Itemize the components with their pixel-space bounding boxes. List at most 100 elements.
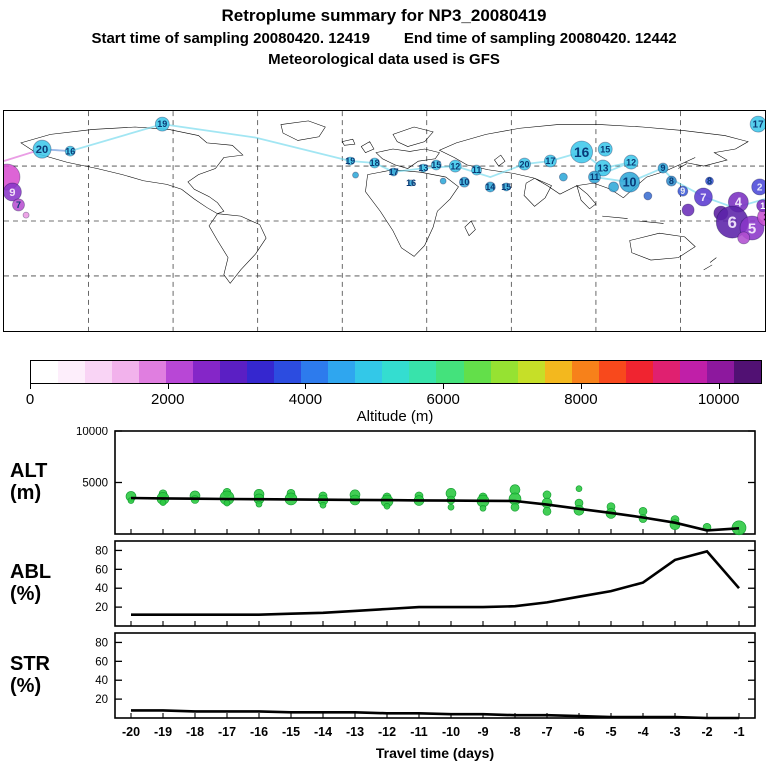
colorbar-segment [85,361,113,383]
map-bubble [439,177,447,185]
map-bubble [22,211,30,219]
altitude-colorbar: 0 2000 4000 6000 8000 10000 Altitude (m) [0,360,768,425]
map-bubble [389,167,398,177]
map-bubble [588,170,601,184]
y-tick-label: 40 [95,583,108,595]
alt-bubble [479,504,487,512]
map-bubble [369,157,381,169]
timeseries-panels: ALT (m) 5000 10000 ABL (%) 20 40 60 80 STR (… [0,427,768,761]
x-tick-label: -18 [186,725,204,739]
sampling-times: Start time of sampling 20080420. 12419 En… [0,30,768,47]
map-bubble-label: 9 [661,163,666,173]
map-bubble-label: 12 [626,157,636,167]
x-tick-label: -17 [218,725,236,739]
map-bubble [459,176,470,188]
map-bubble-label: 11 [472,165,481,175]
map-bubble [12,198,25,212]
colorbar-segment [139,361,167,383]
map-bubble [345,156,355,166]
map-bubble [643,191,653,201]
map-bubble [352,171,359,179]
colorbar-segment [652,361,680,383]
map-bubble-label: 1 [760,201,765,211]
x-tick-label: -9 [477,725,488,739]
map-bubble [608,181,619,193]
alt-panel: 5000 10000 [76,427,756,536]
map-bubble-label: 2 [757,182,763,193]
header: Retroplume summary for NP3_20080419 Star… [0,0,768,68]
colorbar-segment [193,361,221,383]
x-tick-label: -16 [250,725,268,739]
map-bubble-label: 8 [669,176,674,186]
colorbar-tick-label: 0 [25,391,35,408]
colorbar-segment [706,361,734,383]
map-bubble-label: 16 [574,145,590,160]
x-tick-label: -15 [282,725,300,739]
x-tick-label: -5 [605,725,616,739]
map-bubble-label: 3 [763,212,765,224]
abl-panel: 20 40 60 80 [95,540,756,627]
map-bubble-label: 10 [459,177,469,187]
map-bubble [471,164,482,176]
map-bubble-label: 19 [345,156,355,166]
colorbar-segment [463,361,491,383]
map-bubble [543,154,557,168]
map-bubble-label: 11 [590,172,599,182]
alt-bubble [638,507,648,516]
x-tick-label: -4 [637,725,648,739]
y-tick-label: 60 [95,564,108,576]
y-tick-label: 20 [95,602,108,614]
map-bubble [681,203,695,217]
x-tick-label: -19 [154,725,172,739]
map-bubble-label: 17 [753,120,765,131]
map-bubble [430,159,442,171]
colorbar-segment [220,361,248,383]
x-axis-ticks: -20 -19 -18 -17 -16 -15 -14 -13 -12 -11 -10 -9 -8 -7 -… [122,725,745,739]
x-tick-label: -1 [733,725,744,739]
y-tick-label: 40 [95,675,108,687]
map-bubble-label: 13 [597,164,609,175]
colorbar-segment [490,361,518,383]
map-bubble-label: 15 [431,160,441,170]
map-bubble [693,187,713,207]
met-source: Meteorological data used is GFS [268,51,500,68]
colorbar-segment [409,361,437,383]
map-bubble [677,185,689,197]
map-gridlines [4,111,765,331]
map-bubble-label: 6 [728,213,737,232]
map-bubble-label: 10 [623,175,637,189]
colorbar-segment [301,361,329,383]
colorbar-segment [436,361,464,383]
colorbar-segment [355,361,383,383]
alt-bubble [447,503,455,511]
coastlines-layer [21,121,748,283]
map-bubble [757,207,765,227]
alt-bubble [223,499,231,507]
panel-label-str: STR (%) [10,652,50,697]
x-tick-label: -13 [346,725,364,739]
map-bubble-label: 16 [65,146,75,156]
alt-bubble [159,499,167,506]
str-panel: 20 40 60 80 [95,632,756,720]
colorbar-segment [733,361,761,383]
x-tick-label: -2 [701,725,712,739]
map-bubble-label: 9 [9,187,15,199]
map-bubble [749,115,765,133]
map-bubble [756,199,765,213]
map-bubble [657,162,669,174]
map-bubble-label: 20 [36,144,48,156]
sampling-start: Start time of sampling 20080420. 12419 [91,30,370,47]
map-bubble-label: 5 [748,220,756,237]
x-tick-label: -20 [122,725,140,739]
map-bubble [751,178,765,196]
x-tick-label: -3 [669,725,680,739]
series-line [130,496,740,532]
map-bubble-label: 15 [501,182,511,192]
map-bubble [570,140,594,164]
colorbar-segment [517,361,545,383]
colorbar-tick-label: 8000 [564,391,598,408]
colorbar-segment [544,361,572,383]
map-bubble-label: 13 [418,163,428,173]
colorbar-tick-label: 4000 [288,391,323,408]
